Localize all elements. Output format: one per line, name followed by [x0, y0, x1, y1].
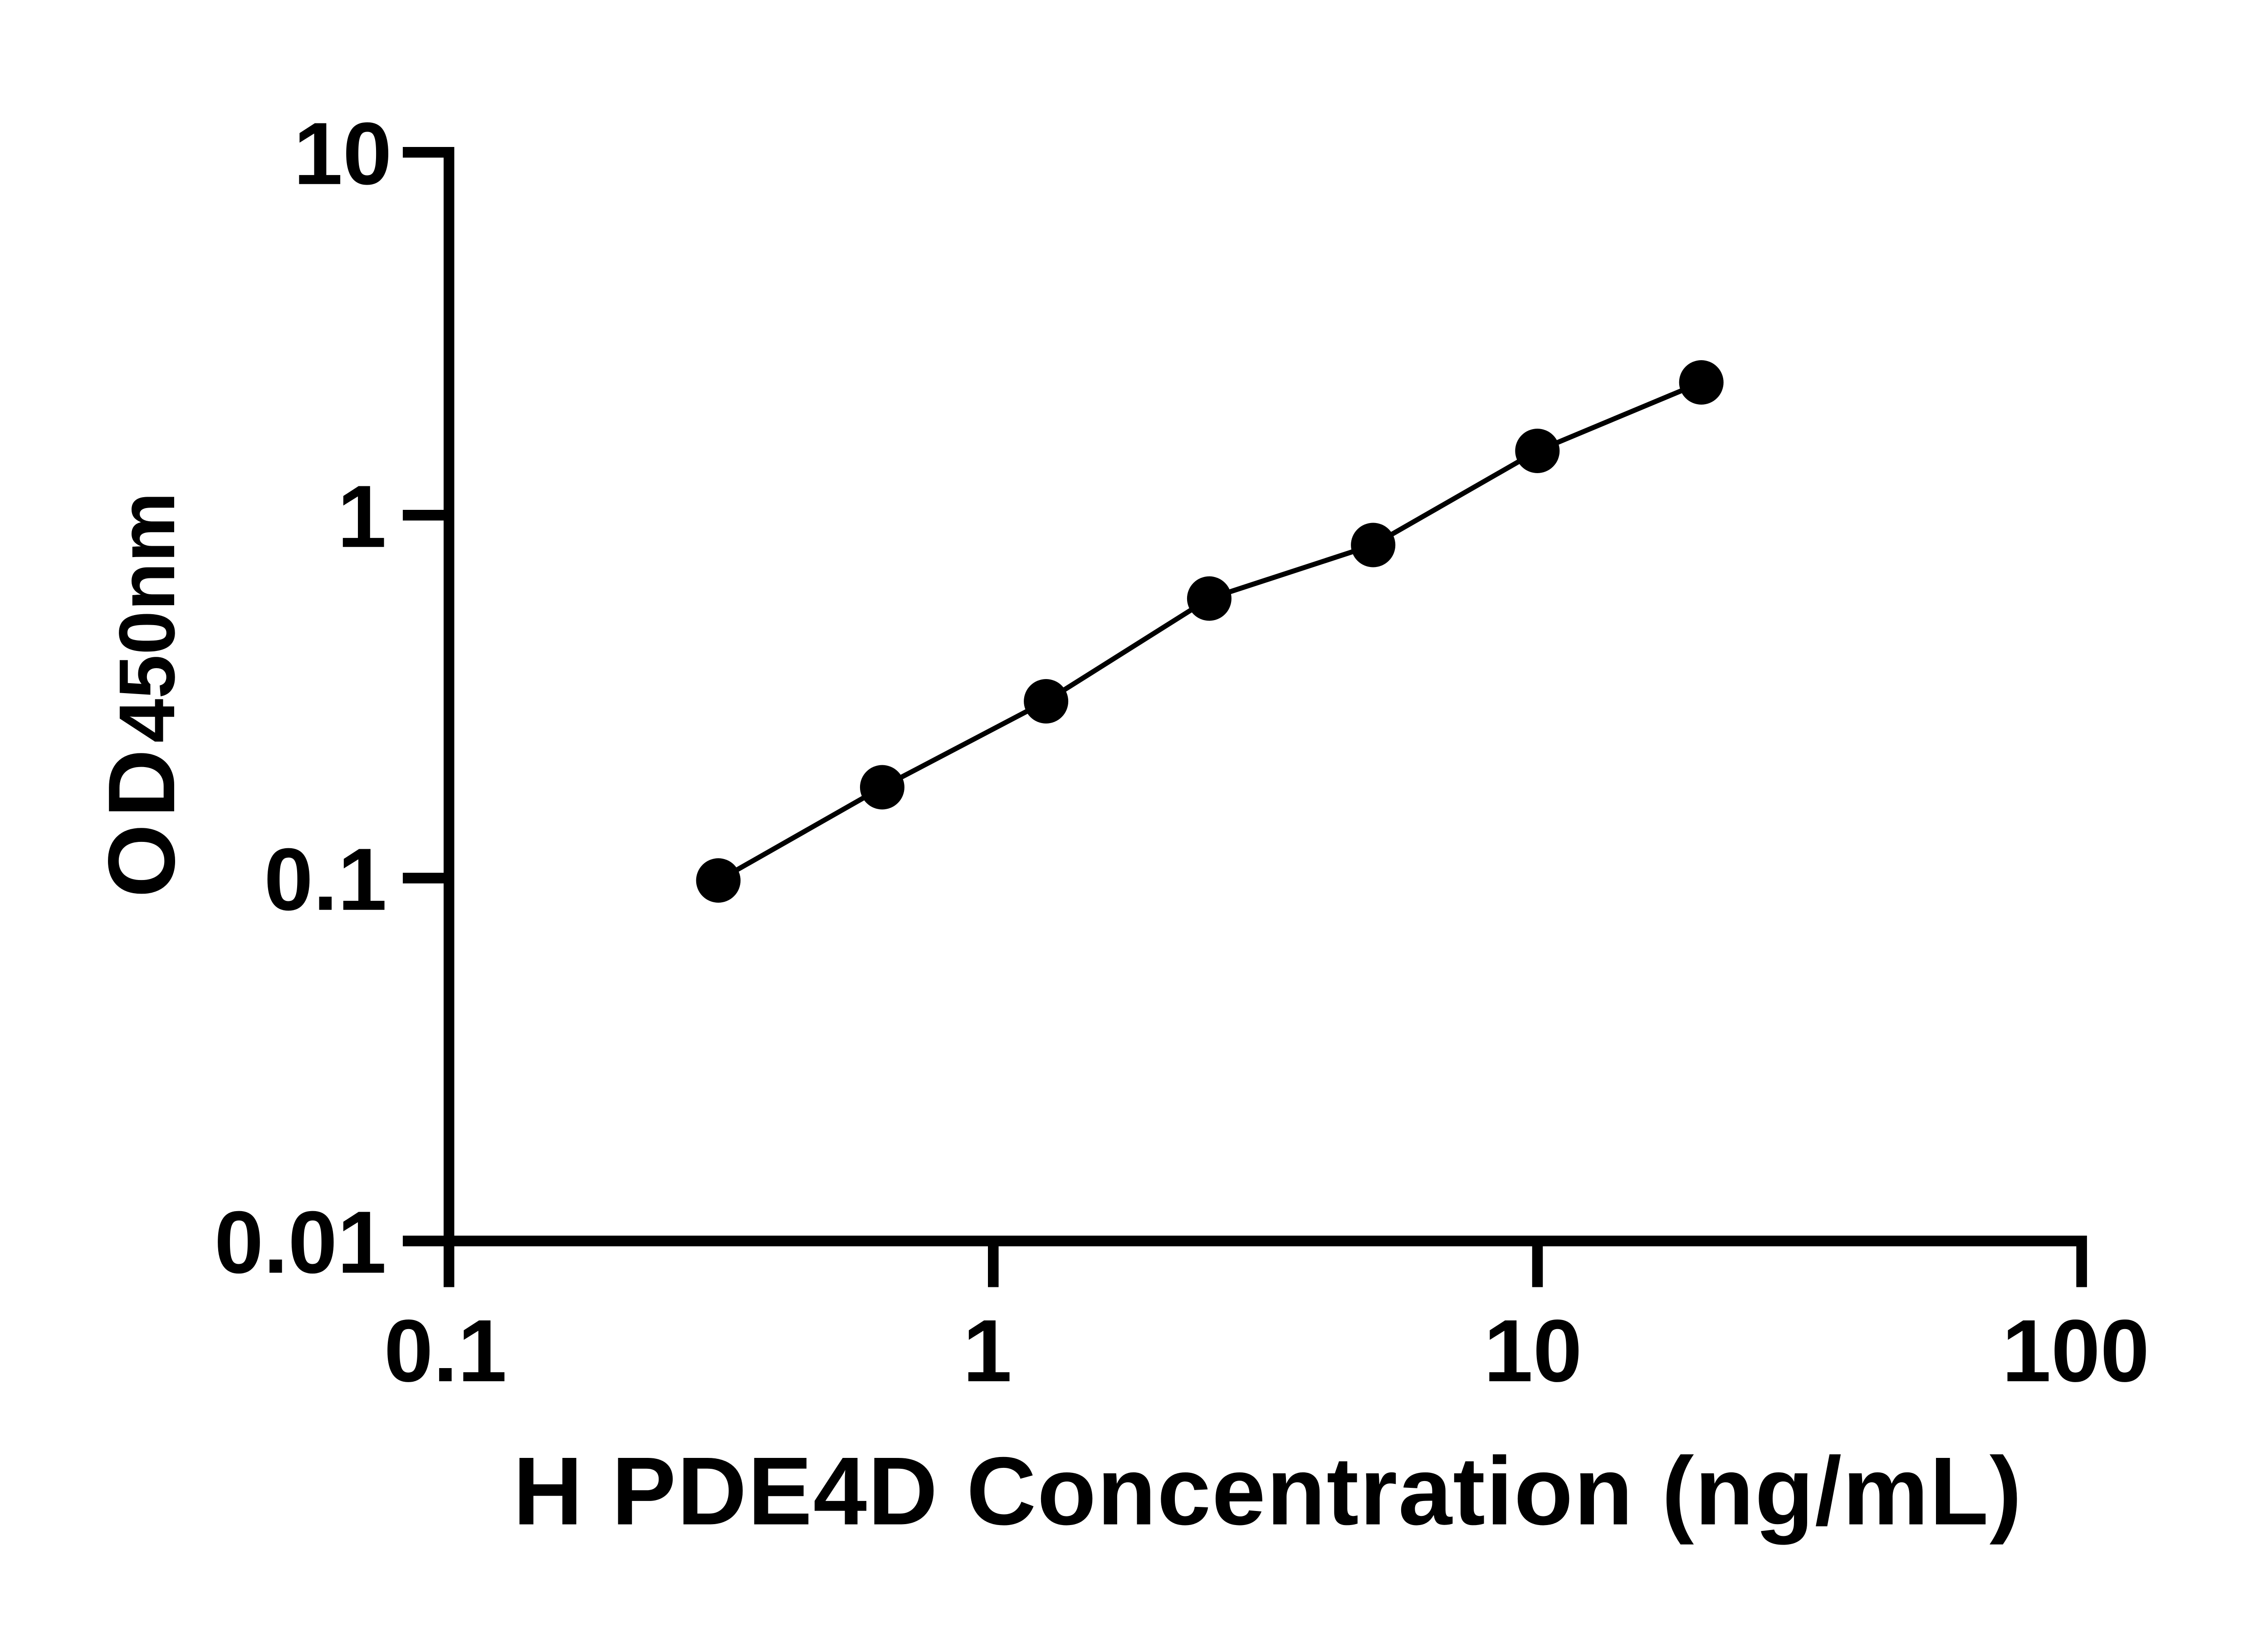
- svg-text:0.1: 0.1: [264, 830, 387, 929]
- svg-text:0.01: 0.01: [214, 1193, 386, 1292]
- svg-text:1: 1: [337, 467, 386, 566]
- svg-text:10: 10: [293, 104, 392, 203]
- svg-text:OD450nm: OD450nm: [89, 492, 195, 898]
- svg-text:1: 1: [963, 1301, 1012, 1400]
- svg-text:H PDE4D Concentration (ng/mL): H PDE4D Concentration (ng/mL): [513, 1437, 2022, 1545]
- svg-text:10: 10: [1484, 1301, 1582, 1400]
- svg-text:100: 100: [2002, 1301, 2149, 1400]
- svg-text:0.1: 0.1: [384, 1301, 507, 1400]
